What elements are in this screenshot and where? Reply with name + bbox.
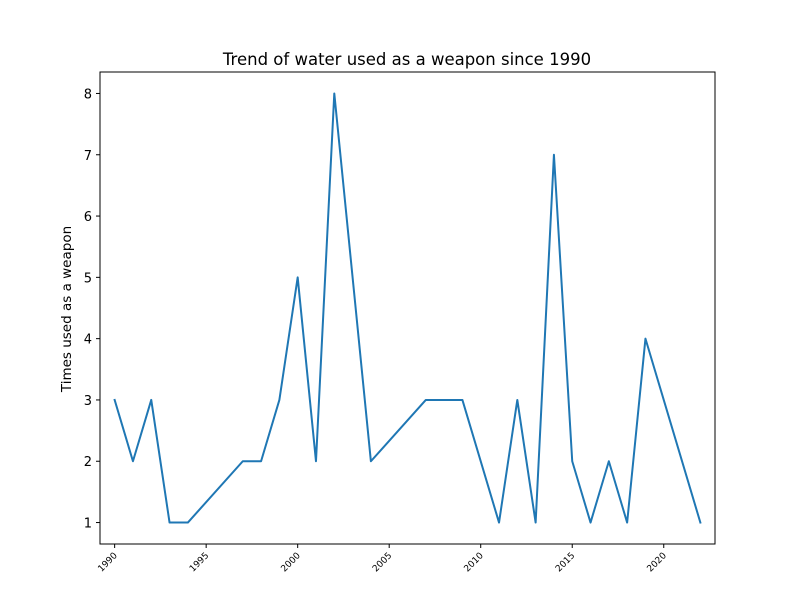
y-tick-label: 2 xyxy=(84,455,92,470)
y-tick-label: 1 xyxy=(84,517,92,532)
x-tick-label: 2000 xyxy=(280,551,303,574)
chart-title: Trend of water used as a weapon since 19… xyxy=(222,50,591,69)
x-tick-label: 1995 xyxy=(188,551,211,574)
y-tick-label: 4 xyxy=(84,333,92,348)
y-tick-label: 6 xyxy=(84,210,92,225)
x-axis: 1990 1995 2000 2005 2010 2015 2020 xyxy=(96,544,669,574)
plot-frame xyxy=(99,71,716,545)
x-tick-label: 1990 xyxy=(96,551,119,574)
series-line xyxy=(113,92,702,524)
y-tick-label: 5 xyxy=(84,271,92,286)
x-tick-label: 2020 xyxy=(646,551,669,574)
y-axis: 1 2 3 4 5 6 7 8 xyxy=(84,87,100,532)
x-tick-label: 2005 xyxy=(371,551,394,574)
y-tick-label: 3 xyxy=(84,394,92,409)
x-tick-label: 2015 xyxy=(554,551,577,574)
y-axis-label: Times used as a weapon xyxy=(59,226,75,393)
x-tick-label: 2010 xyxy=(463,551,486,574)
y-tick-label: 8 xyxy=(84,87,92,102)
y-tick-label: 7 xyxy=(84,149,92,164)
